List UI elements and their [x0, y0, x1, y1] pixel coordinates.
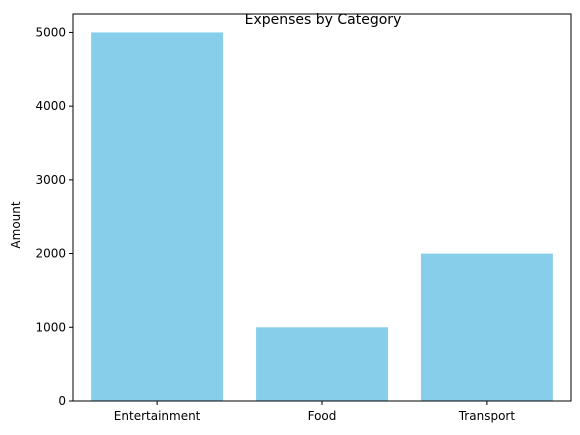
bar-food [256, 327, 388, 401]
y-axis-label: Amount [9, 201, 23, 248]
bars-layer [91, 32, 553, 402]
x-axis: Entertainment Food Transport [114, 401, 516, 423]
y-axis: 0 1000 2000 3000 4000 5000 [35, 25, 73, 408]
plot-frame [72, 13, 572, 402]
y-tick-label: 5000 [35, 25, 66, 39]
x-tick-label: Food [308, 409, 337, 423]
bar-entertainment [91, 32, 224, 402]
y-tick-label: 0 [58, 394, 66, 408]
x-tick-label: Transport [458, 409, 516, 423]
bar-transport [420, 253, 553, 401]
x-tick-label: Entertainment [114, 409, 201, 423]
chart-title: Expenses by Category [245, 12, 402, 28]
y-tick-label: 3000 [35, 173, 66, 187]
y-tick-label: 4000 [35, 99, 66, 113]
y-tick-label: 2000 [35, 247, 66, 261]
y-tick-label: 1000 [35, 320, 66, 334]
